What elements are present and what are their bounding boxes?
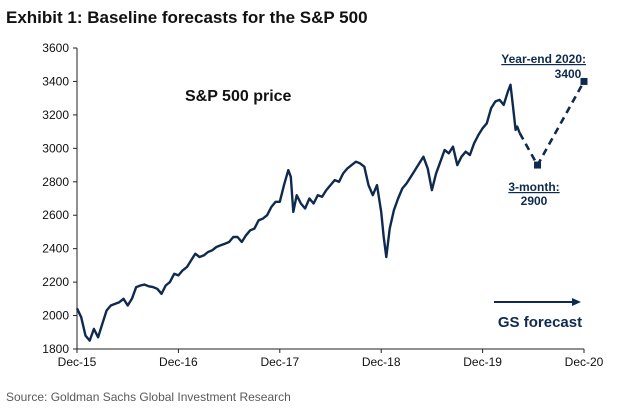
gs-forecast-label: GS forecast xyxy=(498,314,582,331)
x-tick-label: Dec-17 xyxy=(260,355,299,369)
x-tick-label: Dec-15 xyxy=(58,355,97,369)
forecast-dashed-line xyxy=(518,80,586,168)
y-tick-label: 2000 xyxy=(42,309,69,323)
year-end-label: Year-end 2020: xyxy=(501,52,586,66)
y-tick-label: 3400 xyxy=(42,74,69,88)
x-tick-label: Dec-20 xyxy=(565,355,604,369)
x-tick-label: Dec-18 xyxy=(362,355,401,369)
y-tick-label: 3000 xyxy=(42,141,69,155)
sp500-history-line xyxy=(75,83,521,342)
source-note: Source: Goldman Sachs Global Investment … xyxy=(6,390,291,404)
exhibit-title: Exhibit 1: Baseline forecasts for the S&… xyxy=(6,8,368,27)
y-tick-label: 1800 xyxy=(42,342,69,356)
x-tick-label: Dec-16 xyxy=(159,355,198,369)
arrow-right-icon xyxy=(572,298,581,306)
y-tick-label: 2400 xyxy=(42,242,69,256)
y-tick-label: 2800 xyxy=(42,175,69,189)
year-end-marker xyxy=(580,77,588,85)
three-month-label: 3-month: xyxy=(508,180,559,194)
y-tick-label: 2200 xyxy=(42,275,69,289)
year-end-value: 3400 xyxy=(555,67,582,81)
chart-series-label: S&P 500 price xyxy=(185,88,292,105)
y-tick-label: 2600 xyxy=(42,208,69,222)
three-month-marker xyxy=(534,161,542,169)
y-tick-label: 3200 xyxy=(42,108,69,122)
y-tick-label: 3600 xyxy=(42,41,69,55)
three-month-value: 2900 xyxy=(521,194,548,208)
x-tick-label: Dec-19 xyxy=(463,355,502,369)
